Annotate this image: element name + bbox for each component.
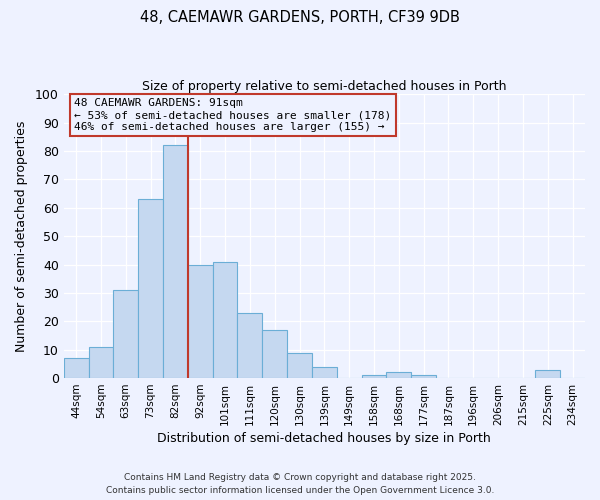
Text: 48, CAEMAWR GARDENS, PORTH, CF39 9DB: 48, CAEMAWR GARDENS, PORTH, CF39 9DB	[140, 10, 460, 25]
Bar	[138, 199, 163, 378]
Bar	[362, 375, 386, 378]
Bar	[64, 358, 89, 378]
Bar	[312, 366, 337, 378]
Bar	[188, 264, 212, 378]
Bar	[287, 352, 312, 378]
Bar	[113, 290, 138, 378]
Bar	[262, 330, 287, 378]
Text: 48 CAEMAWR GARDENS: 91sqm
← 53% of semi-detached houses are smaller (178)
46% of: 48 CAEMAWR GARDENS: 91sqm ← 53% of semi-…	[74, 98, 391, 132]
Text: Contains HM Land Registry data © Crown copyright and database right 2025.
Contai: Contains HM Land Registry data © Crown c…	[106, 474, 494, 495]
Bar	[535, 370, 560, 378]
Bar	[238, 313, 262, 378]
Bar	[163, 146, 188, 378]
Bar	[411, 375, 436, 378]
Title: Size of property relative to semi-detached houses in Porth: Size of property relative to semi-detach…	[142, 80, 506, 93]
Y-axis label: Number of semi-detached properties: Number of semi-detached properties	[15, 120, 28, 352]
X-axis label: Distribution of semi-detached houses by size in Porth: Distribution of semi-detached houses by …	[157, 432, 491, 445]
Bar	[386, 372, 411, 378]
Bar	[89, 347, 113, 378]
Bar	[212, 262, 238, 378]
